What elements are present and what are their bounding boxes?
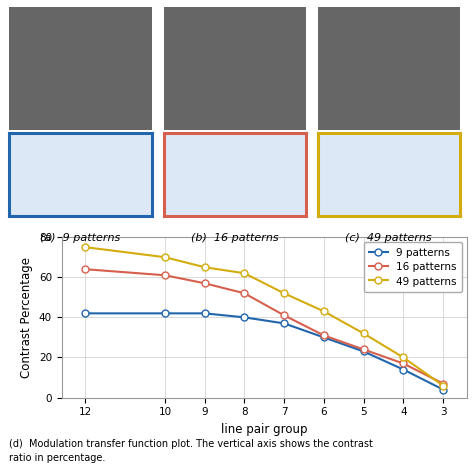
9 patterns (202, 311, 208, 316)
49 patterns (401, 355, 406, 360)
Line: 9 patterns: 9 patterns (82, 310, 447, 393)
16 patterns (242, 291, 247, 296)
49 patterns (321, 309, 327, 314)
9 patterns (242, 315, 247, 320)
49 patterns (82, 245, 88, 250)
16 patterns (401, 361, 406, 366)
16 patterns (202, 280, 208, 286)
Text: (d)  Modulation transfer function plot. The vertical axis shows the contrast
rat: (d) Modulation transfer function plot. T… (9, 439, 374, 463)
Text: (a)  9 patterns: (a) 9 patterns (40, 232, 121, 243)
9 patterns (361, 349, 366, 354)
16 patterns (321, 332, 327, 338)
49 patterns (361, 331, 366, 336)
16 patterns (361, 347, 366, 352)
Line: 49 patterns: 49 patterns (82, 244, 447, 389)
9 patterns (401, 367, 406, 372)
49 patterns (281, 291, 287, 296)
16 patterns (162, 272, 168, 278)
49 patterns (242, 271, 247, 276)
X-axis label: line pair group: line pair group (221, 423, 308, 436)
Text: (b)  16 patterns: (b) 16 patterns (191, 232, 278, 243)
9 patterns (440, 387, 446, 392)
Y-axis label: Contrast Percentage: Contrast Percentage (20, 257, 33, 378)
49 patterns (440, 383, 446, 388)
16 patterns (440, 381, 446, 386)
9 patterns (162, 311, 168, 316)
49 patterns (162, 254, 168, 260)
9 patterns (82, 311, 88, 316)
Legend: 9 patterns, 16 patterns, 49 patterns: 9 patterns, 16 patterns, 49 patterns (364, 242, 462, 292)
9 patterns (321, 335, 327, 340)
16 patterns (281, 312, 287, 318)
9 patterns (281, 320, 287, 326)
Text: (c)  49 patterns: (c) 49 patterns (346, 232, 432, 243)
49 patterns (202, 265, 208, 270)
16 patterns (82, 266, 88, 272)
Line: 16 patterns: 16 patterns (82, 266, 447, 387)
